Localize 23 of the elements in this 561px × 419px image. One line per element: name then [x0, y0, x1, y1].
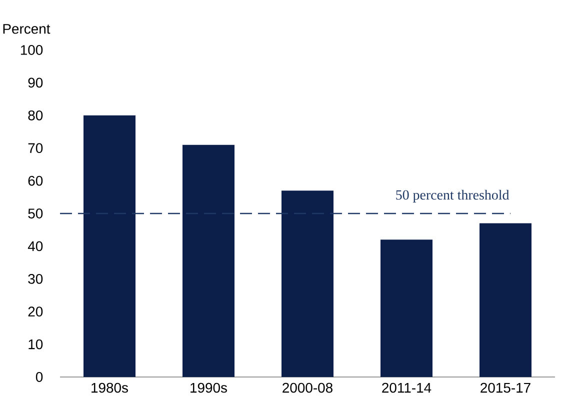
- x-tick-label: 1990s: [190, 382, 227, 393]
- y-tick-label: 80: [28, 110, 43, 120]
- bar: [84, 115, 136, 377]
- x-tick-label: 2015-17: [480, 382, 530, 393]
- y-tick-label: 20: [28, 306, 43, 317]
- bar: [282, 190, 334, 377]
- bar: [380, 240, 432, 377]
- y-tick-label: 40: [28, 241, 43, 252]
- y-tick-label: 10: [28, 339, 43, 350]
- y-tick-label: 100: [20, 45, 43, 55]
- y-axis-title: Percent: [3, 24, 50, 34]
- x-tick-label: 2011-14: [382, 382, 432, 393]
- ref-line-label: 50 percent threshold: [396, 190, 510, 202]
- bar: [480, 223, 532, 377]
- x-tick-label: 1980s: [92, 382, 128, 393]
- y-tick-label: 60: [28, 176, 43, 186]
- y-tick-label: 90: [28, 78, 43, 88]
- x-tick-label: 2000-08: [282, 382, 332, 393]
- y-tick-label: 50: [28, 208, 43, 218]
- y-tick-label: 0: [36, 372, 43, 382]
- y-tick-label: 30: [28, 274, 43, 284]
- y-tick-label: 70: [28, 143, 43, 154]
- bar: [182, 144, 234, 377]
